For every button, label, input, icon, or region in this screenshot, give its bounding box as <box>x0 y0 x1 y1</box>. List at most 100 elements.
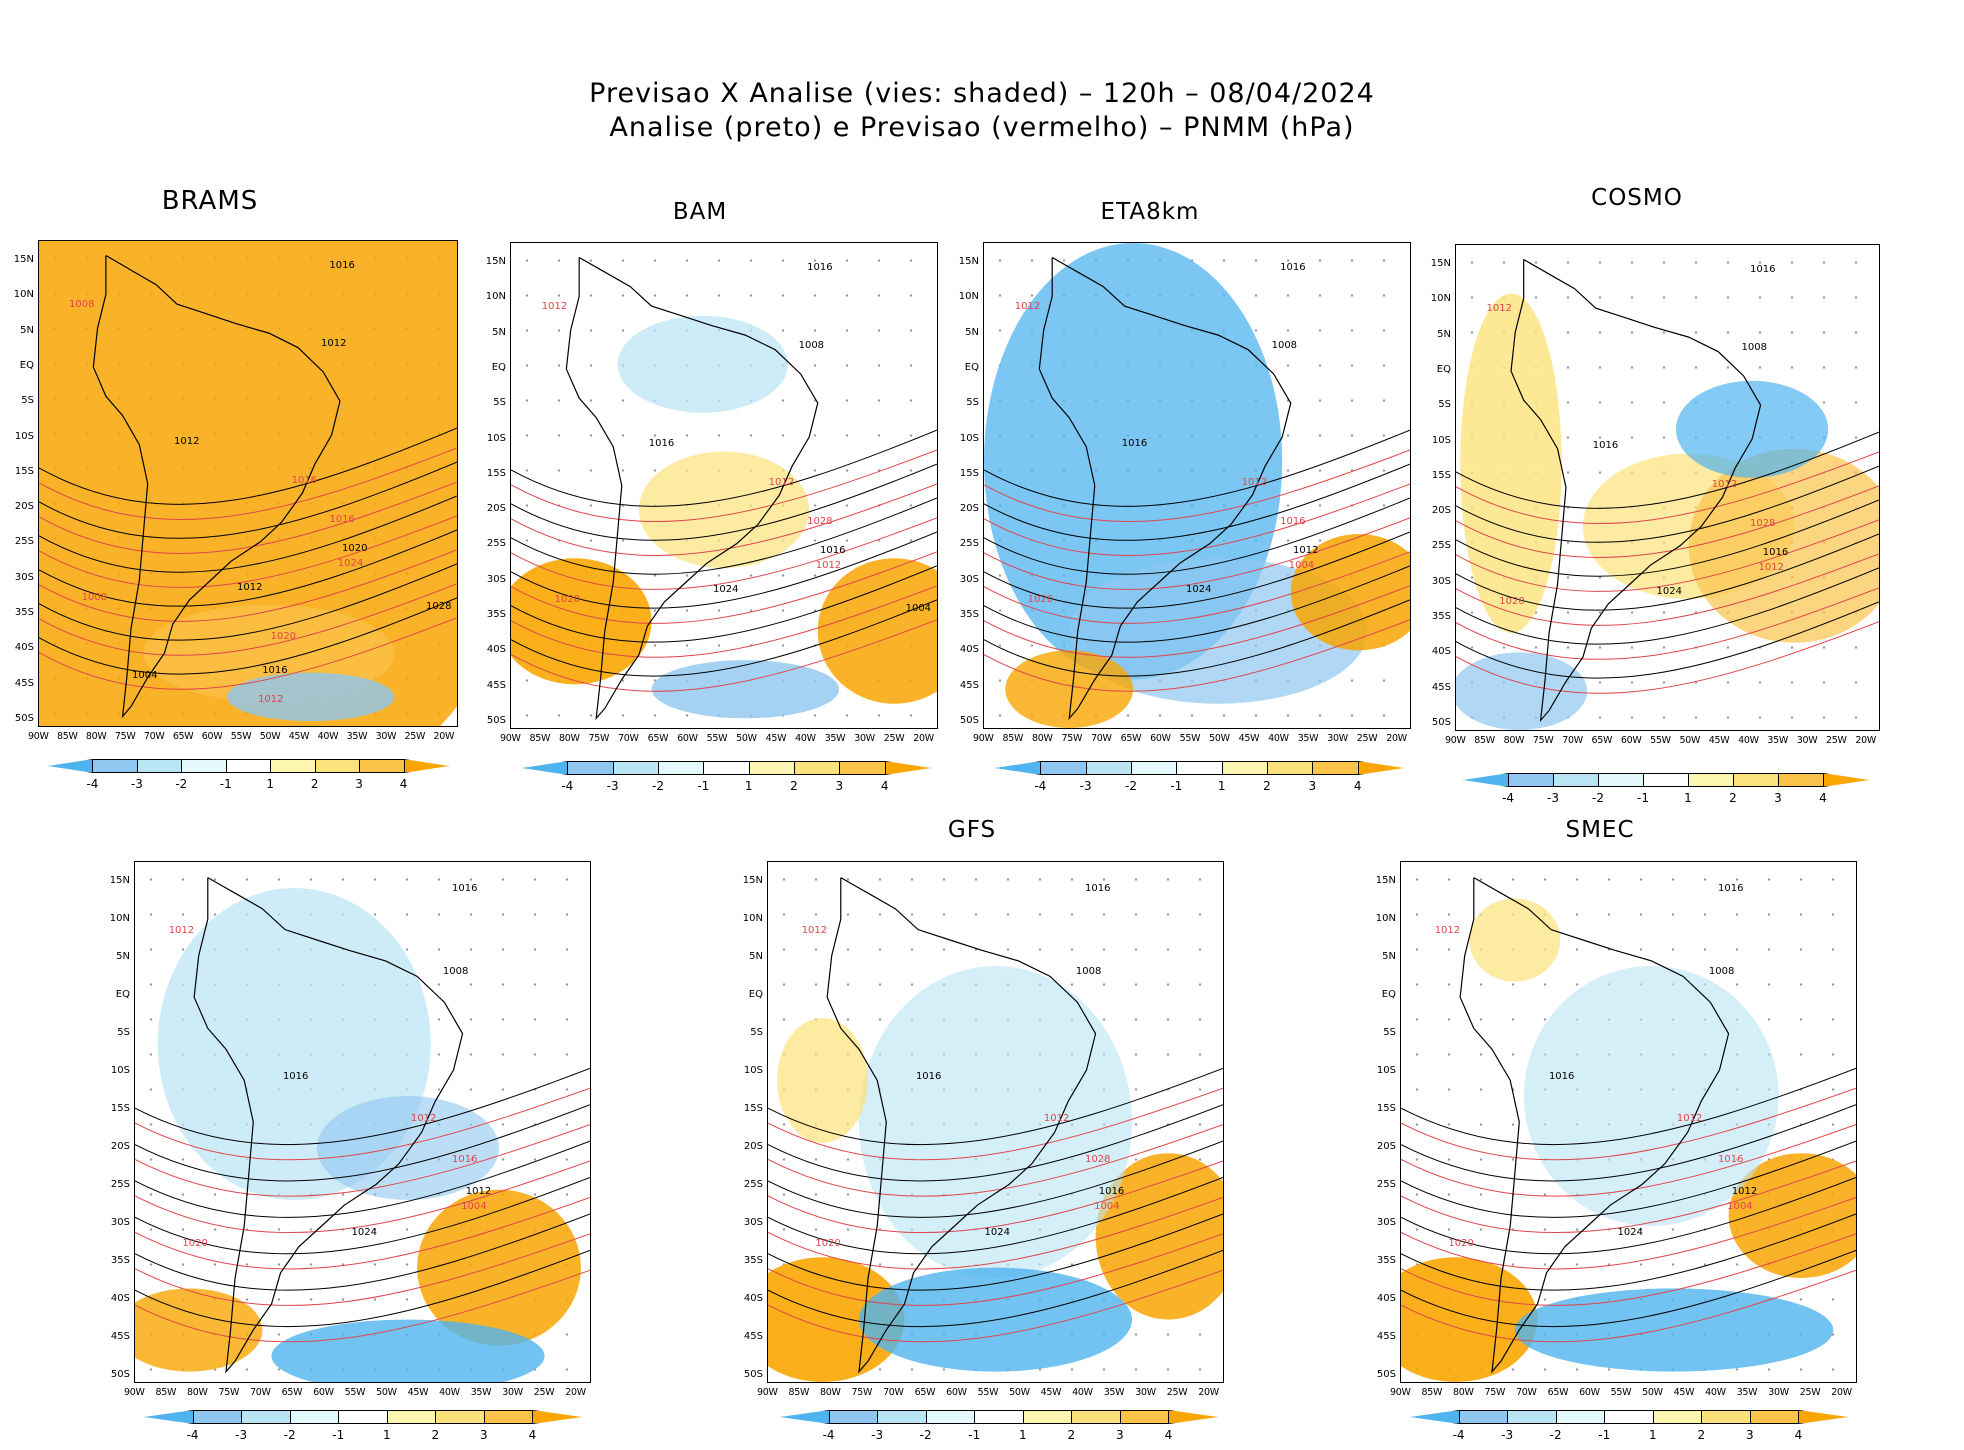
colorbar-segment <box>1688 773 1734 787</box>
isobar-label: 1008 <box>69 299 95 311</box>
lon-tick-label: 35W <box>1767 735 1788 746</box>
colorbar-segment <box>974 1410 1024 1424</box>
isobar-label: 1012 <box>1676 1112 1703 1124</box>
lat-tick-label: 20S <box>486 503 506 515</box>
isobar-label: 1016 <box>1592 439 1619 451</box>
lon-tick-label: 30W <box>1327 733 1348 744</box>
isobar-label: 1024 <box>713 583 739 595</box>
lat-tick-label: 15N <box>742 875 763 886</box>
colorbar-label: -2 <box>283 1428 296 1442</box>
lat-tick-label: 50S <box>959 715 979 726</box>
lon-tick-label: 90W <box>1445 735 1466 746</box>
colorbar-label: 2 <box>1067 1428 1076 1442</box>
isobar-label: 1008 <box>1741 342 1767 354</box>
colorbar-label: 1 <box>382 1428 391 1442</box>
lat-tick-label: 30S <box>110 1217 130 1228</box>
colorbar-segment <box>1598 773 1644 787</box>
lat-tick-label: 5S <box>1383 1027 1396 1038</box>
isobar-label: 1016 <box>915 1070 942 1082</box>
colorbar-label: -1 <box>1637 791 1649 805</box>
isobar-label: 1016 <box>452 882 478 894</box>
lon-tick-label: 85W <box>529 733 551 744</box>
colorbar-label: -1 <box>697 779 710 793</box>
isobar-label: 1020 <box>270 630 297 642</box>
lat-tick-label: 30S <box>1376 1217 1396 1228</box>
coastline <box>193 877 464 1374</box>
isobar-label: 1020 <box>182 1237 208 1249</box>
lon-tick-label: 75W <box>1532 735 1554 746</box>
lat-tick-label: 30S <box>743 1217 763 1228</box>
colorbar: -4 -3 -2 -1 1 2 3 4 <box>995 761 1404 801</box>
lon-tick-label: 40W <box>795 733 816 744</box>
isobar-label: 1012 <box>1711 478 1738 490</box>
colorbar-segment <box>144 1410 194 1424</box>
lat-tick-label: 25S <box>110 1179 130 1190</box>
colorbar-segment <box>1131 761 1178 775</box>
colorbar-label: -1 <box>219 777 232 791</box>
colorbar-label: 3 <box>1116 1428 1124 1442</box>
lon-tick-label: 35W <box>1297 733 1319 744</box>
colorbar-label: 4 <box>1353 779 1362 793</box>
lat-tick-label: 5S <box>750 1027 763 1038</box>
lon-tick-label: 35W <box>1103 1387 1125 1398</box>
colorbar-label: -4 <box>1034 779 1047 793</box>
lat-tick-label: 10N <box>1430 293 1451 305</box>
lat-tick-label: 10N <box>485 291 506 303</box>
lon-tick-label: 25W <box>1826 735 1847 746</box>
isobar-label: 1016 <box>807 262 833 274</box>
lon-tick-label: 60W <box>1150 733 1171 744</box>
lon-tick-label: 40W <box>439 1387 460 1398</box>
forecast-isobar <box>984 551 1410 624</box>
colorbar-label: 1 <box>266 777 275 791</box>
colorbar-segment <box>192 1410 243 1424</box>
analysis-isobar <box>1456 431 1879 509</box>
lat-tick-label: 25S <box>959 538 979 550</box>
lon-tick-label: 70W <box>1516 1387 1537 1398</box>
isobar-label: 1012 <box>541 301 568 313</box>
bias-shading <box>777 1018 869 1143</box>
forecast-isobar <box>39 481 457 554</box>
lon-tick-label: 90W <box>28 731 49 742</box>
colorbar-label: 1 <box>744 779 753 793</box>
isobar-label: 1012 <box>237 581 263 593</box>
lat-tick-label: 5N <box>20 324 34 336</box>
forecast-isobar <box>39 447 457 521</box>
colorbar-label: 2 <box>431 1428 440 1442</box>
lat-tick-label: 45S <box>1376 1331 1396 1342</box>
colorbar-segment <box>1604 1410 1654 1424</box>
lon-tick-label: 20W <box>433 731 455 742</box>
lon-tick-label: 75W <box>114 731 136 742</box>
panel-title-bam: BAM <box>672 199 728 225</box>
analysis-isobar <box>984 497 1410 575</box>
lon-tick-label: 75W <box>588 733 610 744</box>
colorbar-label: -2 <box>1125 779 1137 793</box>
lat-tick-label: 35S <box>743 1255 763 1266</box>
colorbar-segment <box>241 1410 291 1424</box>
isobar-label: 1012 <box>258 693 284 705</box>
lat-tick-label: EQ <box>748 989 763 1000</box>
lat-tick-label: 10N <box>958 291 979 303</box>
isobar-label: 1012 <box>1486 303 1512 315</box>
lat-tick-label: 30S <box>14 571 34 583</box>
lon-tick-label: 20W <box>913 733 934 744</box>
coastline <box>1510 259 1762 723</box>
bias-shading <box>1688 448 1879 643</box>
lat-tick-label: 10S <box>486 432 506 444</box>
lat-tick-label: 15S <box>14 465 34 477</box>
colorbar-segment <box>567 761 614 775</box>
analysis-isobar <box>511 463 937 541</box>
analysis-isobar <box>511 429 937 507</box>
lat-tick-label: 5N <box>965 326 979 338</box>
lon-tick-label: 65W <box>1591 735 1613 746</box>
lon-tick-label: 40W <box>1738 735 1759 746</box>
analysis-isobar <box>135 1067 590 1145</box>
forecast-isobar <box>511 483 937 556</box>
lat-tick-label: 5N <box>492 326 506 338</box>
colorbar-segment <box>1119 1410 1170 1424</box>
analysis-isobar <box>39 495 457 573</box>
lon-tick-label: 40W <box>317 731 339 742</box>
bias-shading <box>617 315 788 413</box>
lat-tick-label: 50S <box>743 1369 763 1380</box>
lat-tick-label: 15S <box>1431 469 1451 481</box>
lon-tick-label: 65W <box>172 731 194 742</box>
